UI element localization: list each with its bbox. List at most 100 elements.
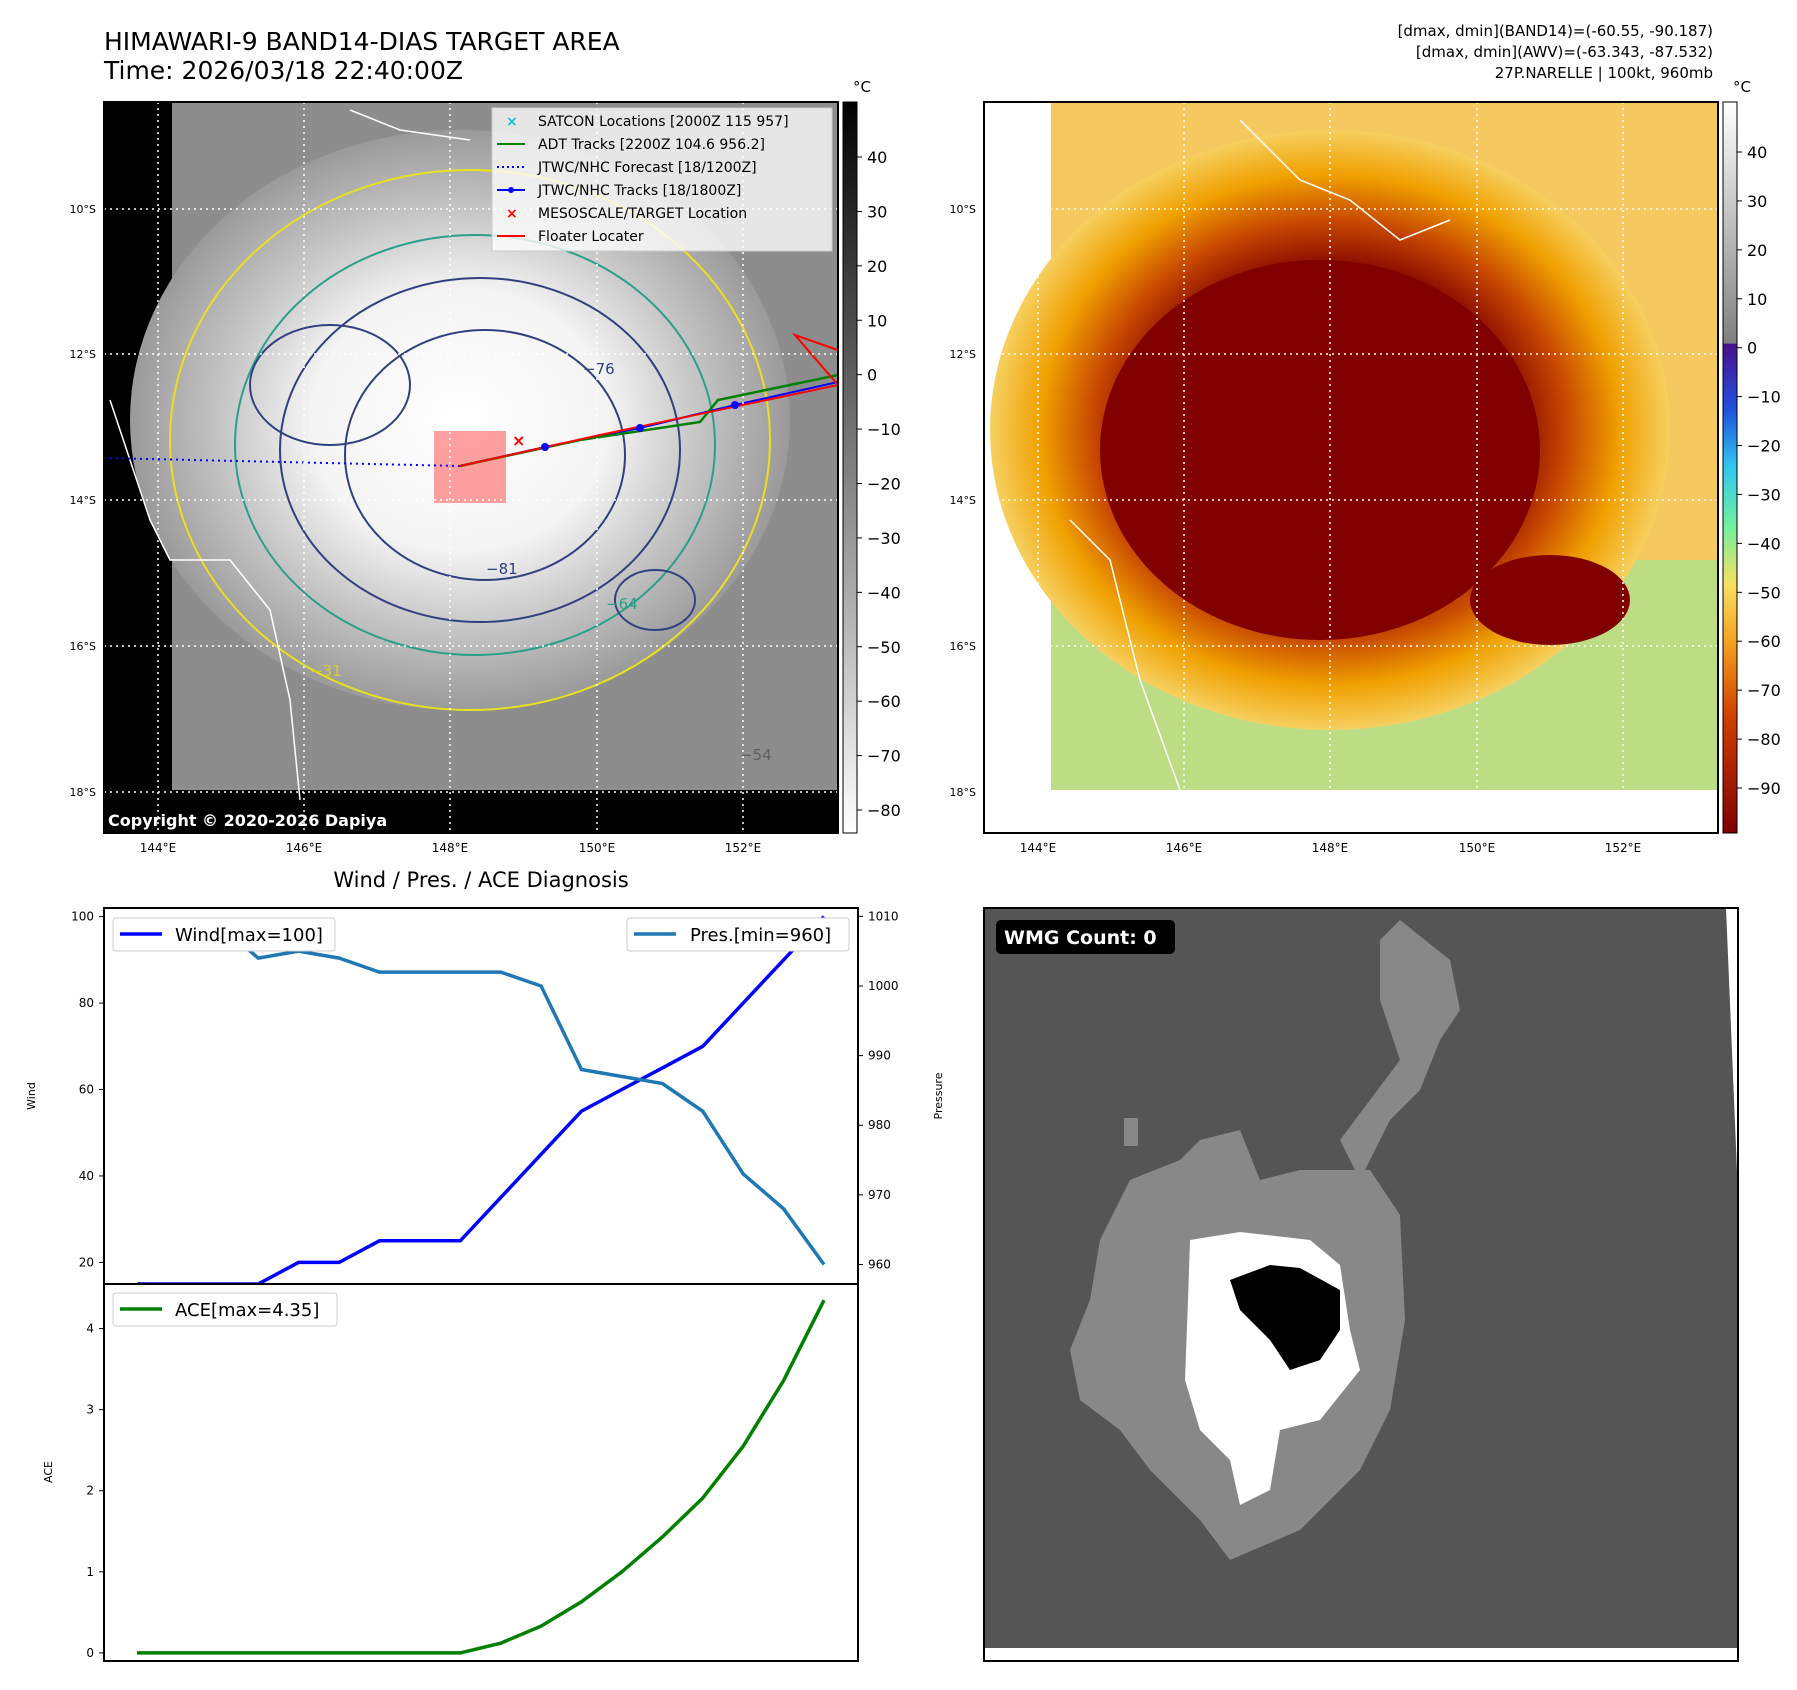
legend-box: [491, 107, 833, 252]
track-legend: × SATCON Locations [2000Z 115 957] ADT Tra…: [491, 107, 833, 252]
awv-colorbar-tick-label: −40: [1747, 534, 1781, 553]
legend-marker-x: ×: [506, 206, 518, 222]
contour-label: −81: [486, 560, 518, 578]
pressure-legend-box: [626, 917, 850, 952]
awv-colorbar-tick-label: −70: [1747, 681, 1781, 700]
lon-tick-label: 148°E: [432, 841, 469, 855]
band14-colorbar-tick-label: −50: [867, 638, 901, 657]
legend-marker-dot: [508, 187, 514, 193]
wind-legend-label: Wind[max=100]: [175, 925, 323, 946]
jtwc-track-point: [636, 424, 644, 432]
band14-colorbar-tick-label: 10: [867, 311, 887, 330]
pressure-ytick-label: 980: [868, 1118, 891, 1132]
wind-ytick-label: 80: [79, 996, 94, 1010]
wmg-small-cell: [1124, 1118, 1138, 1146]
band14-colorbar-tick-label: 30: [867, 202, 887, 221]
mesoscale-target-box: [434, 431, 506, 503]
band14-colorbar-tick-label: −40: [867, 583, 901, 602]
pressure-legend-label: Pres.[min=960]: [690, 925, 831, 946]
legend-label: JTWC/NHC Forecast [18/1200Z]: [537, 160, 757, 176]
lat-tick-label: 16°S: [70, 640, 96, 653]
figure-title: HIMAWARI-9 BAND14-DIAS TARGET AREA: [104, 27, 620, 56]
ace-ytick-label: 3: [86, 1403, 94, 1417]
wind-legend-box: [112, 917, 336, 952]
awv-colorbar-tick-label: −30: [1747, 485, 1781, 504]
awv-coastline-north: [1239, 119, 1451, 241]
lon-tick-label: 146°E: [1166, 841, 1203, 855]
ace-axes-frame: [103, 1283, 859, 1662]
lon-tick-label: 144°E: [140, 841, 177, 855]
lat-tick-label: 18°S: [70, 786, 96, 799]
figure-time: Time: 2026/03/18 22:40:00Z: [104, 56, 463, 85]
legend-entry: JTWC/NHC Forecast [18/1200Z]: [497, 160, 757, 176]
coastline-west: [109, 399, 301, 801]
band14-colorbar-tick-label: 20: [867, 257, 887, 276]
awv-colorbar-tick-label: −10: [1747, 388, 1781, 407]
awv-colorbar-tick-label: −20: [1747, 437, 1781, 456]
wind-ylabel: Wind: [25, 1082, 38, 1110]
jtwc-track-point: [541, 443, 549, 451]
lon-tick-label: 148°E: [1312, 841, 1349, 855]
contour-31: [169, 169, 771, 711]
awv-cold-core: [1100, 260, 1540, 640]
lat-tick-label: 10°S: [950, 203, 976, 216]
band14-colorbar: [842, 101, 858, 834]
contour-label: −64: [606, 595, 638, 613]
contour-label: −31: [310, 662, 342, 680]
copyright-text: Copyright © 2020-2026 Dapiya: [108, 811, 387, 830]
band14-colorbar-tick-label: −70: [867, 747, 901, 766]
header-dminmax-band14: [dmax, dmin](BAND14)=(-60.55, -90.187): [1397, 22, 1713, 40]
ace-legend-box: [112, 1292, 338, 1327]
mesoscale-marker: ×: [512, 431, 525, 450]
legend-label: MESOSCALE/TARGET Location: [538, 206, 747, 222]
lon-tick-label: 152°E: [1605, 841, 1642, 855]
band14-colorbar-tick-label: −20: [867, 475, 901, 494]
awv-colorbar-tick-label: 40: [1747, 143, 1767, 162]
wmg-black-core: [1230, 1265, 1340, 1370]
jtwc-track-point: [731, 401, 739, 409]
legend-marker-x: ×: [506, 114, 518, 130]
wind-ytick-label: 40: [79, 1169, 94, 1183]
legend-label: Floater Locater: [538, 229, 644, 245]
lat-tick-label: 18°S: [950, 786, 976, 799]
legend-label: JTWC/NHC Tracks [18/1800Z]: [537, 183, 741, 199]
pressure-ytick-label: 990: [868, 1049, 891, 1063]
wind-legend: Wind[max=100]: [112, 917, 336, 952]
header-storm-info: 27P.NARELLE | 100kt, 960mb: [1494, 64, 1713, 82]
legend-entry: × SATCON Locations [2000Z 115 957]: [506, 114, 789, 130]
awv-colorbar-tick-label: 10: [1747, 290, 1767, 309]
awv-gridlines: [984, 102, 1718, 833]
legend-entry: JTWC/NHC Tracks [18/1800Z]: [497, 183, 741, 199]
band14-colorbar-tick-label: 40: [867, 148, 887, 167]
band14-map-panel: × −76 −81 −64 −54 −31 Copyright © 2020-2…: [103, 78, 901, 834]
ace-legend: ACE[max=4.35]: [112, 1292, 338, 1327]
awv-coastline-west: [1069, 519, 1181, 791]
legend-entry: Floater Locater: [497, 229, 644, 245]
lon-tick-label: 152°E: [725, 841, 762, 855]
wmg-spiral-band: [1340, 920, 1460, 1180]
band14-frame: [103, 101, 839, 834]
wmg-count-text: WMG Count: 0: [1004, 927, 1157, 949]
lat-tick-label: 14°S: [950, 494, 976, 507]
wind-pressure-panel: 20 40 60 80 100 960 970 980 990 1000 1010 Wind Press…: [25, 907, 945, 1286]
wind-ytick-label: 20: [79, 1255, 94, 1269]
header-dminmax-awv: [dmax, dmin](AWV)=(-63.343, -87.532): [1415, 43, 1713, 61]
band14-colorbar-tick-label: −60: [867, 692, 901, 711]
ace-ytick-label: 0: [86, 1646, 94, 1660]
ace-panel: 0 1 2 3 4 ACE ACE[max=4.35]: [42, 1283, 859, 1662]
awv-colorbar-tick-label: −90: [1747, 779, 1781, 798]
wind-ytick-label: 60: [79, 1083, 94, 1097]
contour-label: −54: [740, 746, 772, 764]
lon-tick-label: 146°E: [286, 841, 323, 855]
legend-entry: ADT Tracks [2200Z 104.6 956.2]: [497, 137, 765, 153]
awv-colorbar-tick-label: 0: [1747, 339, 1757, 358]
band14-colorbar-tick-label: 0: [867, 366, 877, 385]
band14-colorbar-tick-label: −10: [867, 420, 901, 439]
wmg-panel: WMG Count: 0: [983, 907, 1739, 1662]
awv-cold-cell-southeast: [1470, 555, 1630, 645]
awv-colorbar: [1722, 101, 1738, 834]
band14-colorbar-tick-label: −30: [867, 529, 901, 548]
pressure-ylabel: Pressure: [932, 1072, 945, 1119]
band14-colorbar-tick-label: −80: [867, 801, 901, 820]
band14-colorbar-unit: °C: [853, 78, 871, 96]
